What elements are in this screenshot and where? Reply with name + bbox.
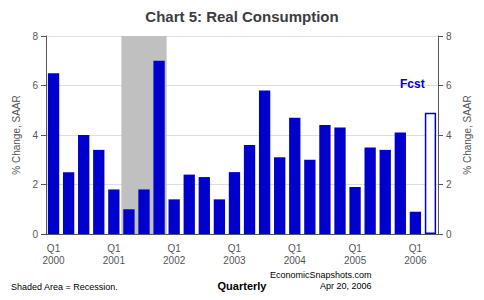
svg-text:Fcst: Fcst: [400, 77, 425, 91]
svg-text:Q1: Q1: [47, 243, 61, 254]
svg-text:Q1: Q1: [107, 243, 121, 254]
svg-text:2000: 2000: [42, 255, 65, 266]
svg-text:2: 2: [32, 179, 38, 190]
svg-text:2002: 2002: [163, 255, 186, 266]
svg-text:8: 8: [32, 31, 38, 42]
svg-text:Q1: Q1: [167, 243, 181, 254]
svg-text:% Change, SAAR: % Change, SAAR: [11, 95, 22, 175]
svg-text:6: 6: [446, 80, 452, 91]
svg-text:Q1: Q1: [348, 243, 362, 254]
svg-text:0: 0: [446, 229, 452, 240]
svg-text:Q1: Q1: [409, 243, 423, 254]
svg-text:2: 2: [446, 179, 452, 190]
svg-text:0: 0: [32, 229, 38, 240]
svg-text:Q1: Q1: [288, 243, 302, 254]
svg-text:4: 4: [32, 130, 38, 141]
svg-text:2006: 2006: [404, 255, 427, 266]
svg-text:Quarterly: Quarterly: [218, 280, 268, 292]
svg-text:2003: 2003: [223, 255, 246, 266]
svg-text:Shaded Area = Recession.: Shaded Area = Recession.: [11, 282, 118, 292]
svg-text:4: 4: [446, 130, 452, 141]
svg-text:EconomicSnapshots.com: EconomicSnapshots.com: [270, 270, 372, 280]
svg-text:% Change, SAAR: % Change, SAAR: [462, 95, 473, 175]
svg-text:2004: 2004: [284, 255, 307, 266]
svg-text:8: 8: [446, 31, 452, 42]
svg-text:6: 6: [32, 80, 38, 91]
svg-text:Q1: Q1: [228, 243, 242, 254]
svg-text:2005: 2005: [344, 255, 367, 266]
svg-text:Apr 20, 2006: Apr 20, 2006: [320, 281, 372, 291]
svg-text:2001: 2001: [103, 255, 126, 266]
svg-text:Chart 5: Real Consumption: Chart 5: Real Consumption: [145, 8, 338, 25]
